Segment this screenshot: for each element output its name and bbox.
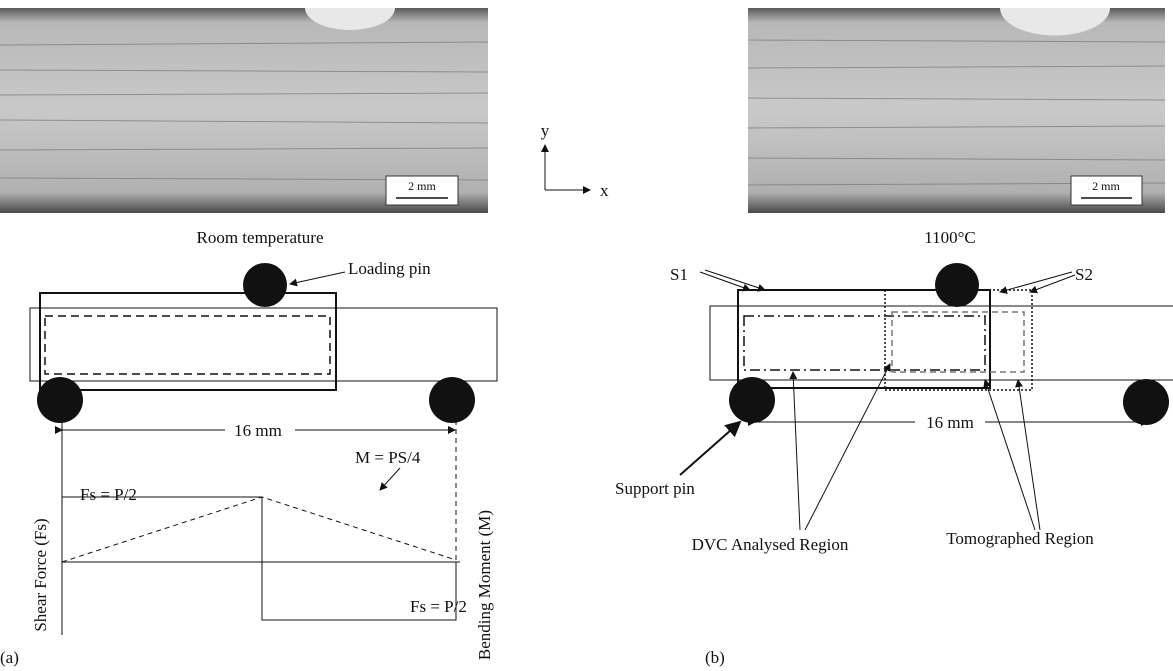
label: Fs = P/2 [80,485,137,504]
scale-bar-label: 2 mm [1092,179,1120,193]
label: Loading pin [348,259,431,278]
support-pin [1123,379,1169,425]
support-pin [37,377,83,423]
label: Fs = P/2 [410,597,467,616]
beam-a [29,271,498,434]
label: Support pin [615,479,695,498]
scale-bar-label: 2 mm [408,179,436,193]
caption: Room temperature [197,228,324,247]
axis-x: x [600,181,609,200]
micrograph-b: 2 mm [747,8,1166,213]
label: DVC Analysed Region [692,535,849,554]
sfd-bmd [58,399,460,635]
support-pin [729,377,775,423]
panel-label: (b) [705,648,725,667]
label: S1 [670,265,688,284]
axis-label: Bending Moment (M) [475,510,494,660]
span-label: 16 mm [234,421,282,440]
support-pin [429,377,475,423]
span-label: 16 mm [926,413,974,432]
label: Tomographed Region [946,529,1094,548]
loading-pin [935,263,979,307]
loading-pin [243,263,287,307]
label: S2 [1075,265,1093,284]
panel-label: (a) [0,648,19,667]
caption: 1100°C [924,228,976,247]
label: M = PS/4 [355,448,421,467]
micrograph-a: 2 mm [0,8,489,213]
axis-label: Shear Force (Fs) [31,518,50,631]
axes-indicator [541,144,591,194]
axis-y: y [541,121,550,140]
